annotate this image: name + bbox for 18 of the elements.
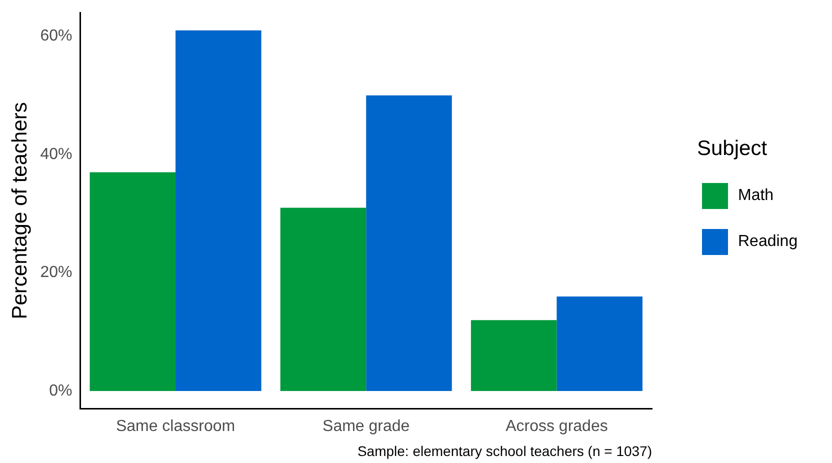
y-tick-label: 20% [40, 264, 72, 282]
legend-title: Subject [697, 137, 768, 161]
y-tick-label: 0% [49, 382, 72, 400]
y-tick-label: 60% [40, 28, 72, 45]
legend-label: Math [738, 187, 774, 205]
bar [280, 208, 366, 392]
bar [90, 172, 176, 392]
x-tick-label: Same classroom [116, 418, 236, 435]
bar [556, 296, 642, 392]
x-tick-label: Across grades [506, 418, 608, 435]
text: Sample: elementary school teachers (n = 1037) [357, 442, 652, 459]
y-tick-label: 40% [40, 146, 72, 163]
bar [470, 320, 557, 392]
bar [366, 95, 452, 392]
y-axis-title: Percentage of teachers [8, 102, 32, 320]
x-tick-label: Same grade [322, 418, 410, 435]
legend-label: Reading [738, 233, 798, 251]
bar [176, 30, 262, 392]
